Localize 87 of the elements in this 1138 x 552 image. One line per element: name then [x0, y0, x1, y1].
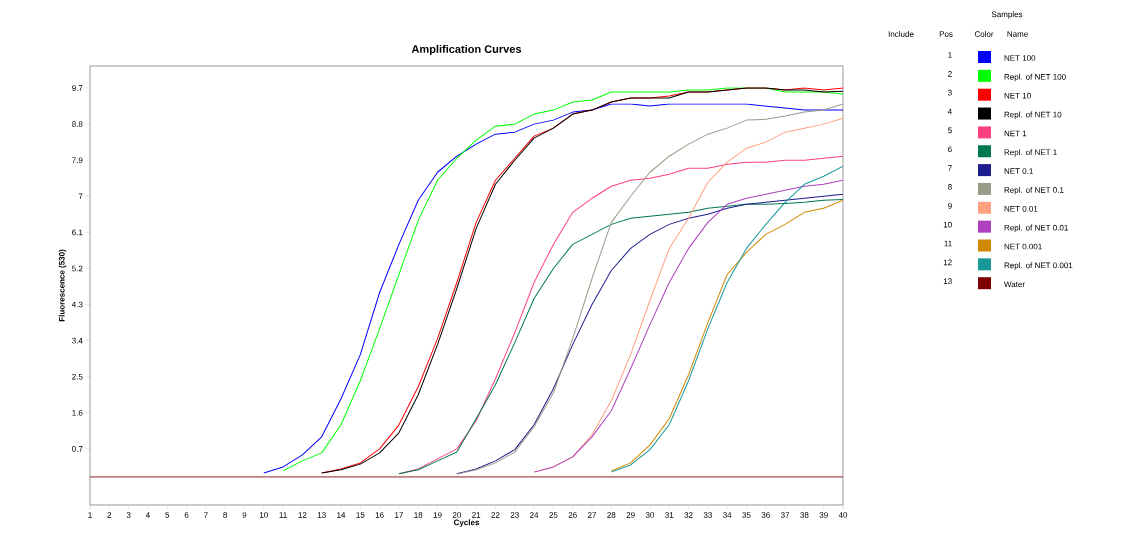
text: 8 — [948, 184, 952, 190]
text: 6 — [948, 146, 952, 153]
x-tick-label: 27 — [587, 512, 597, 518]
legend-label: NET 0.1 — [1004, 168, 1033, 174]
x-tick-label: 25 — [549, 512, 558, 518]
x-tick-label: 19 — [433, 512, 442, 518]
y-tick-label: 2.5 — [72, 373, 83, 380]
text: 13 — [943, 278, 952, 285]
legend-label: NET 100 — [1004, 55, 1036, 61]
x-tick-label: 22 — [491, 512, 500, 518]
y-tick-label: 8.8 — [72, 121, 83, 127]
text: Name — [1007, 31, 1028, 37]
text: 4 — [947, 108, 952, 115]
y-tick-label: 0.7 — [72, 446, 83, 452]
legend-label: Repl. of NET 0.1 — [1004, 186, 1064, 195]
legend-label: Repl. of NET 0.001 — [1004, 262, 1073, 270]
x-tick-label: 29 — [626, 512, 635, 518]
text: 11 — [944, 240, 952, 247]
x-tick-label: 4 — [145, 512, 150, 518]
x-tick-label: 28 — [607, 512, 616, 518]
x-tick-label: 30 — [645, 512, 655, 518]
legend-label: NET 10 — [1004, 92, 1031, 99]
legend-label: Repl. of NET 10 — [1004, 111, 1062, 119]
legend-title: Samples — [991, 11, 1023, 19]
x-tick-label: 33 — [703, 512, 712, 518]
text: 9 — [948, 202, 952, 209]
line-series — [533, 179, 843, 473]
text: 10 — [943, 221, 952, 228]
x-tick-label: 6 — [184, 512, 189, 518]
x-tick-label: 18 — [414, 512, 423, 518]
legend-label: Repl. of NET 1 — [1004, 149, 1057, 157]
y-tick-label: 7 — [78, 193, 83, 200]
x-tick-label: 37 — [780, 512, 790, 518]
x-tick-label: 1 — [88, 512, 92, 518]
legend-label: NET 0.01 — [1004, 205, 1038, 212]
chart-title: Amplification Curves — [411, 44, 522, 56]
legend-label: NET 0.001 — [1004, 243, 1042, 250]
x-tick-label: 21 — [472, 512, 481, 518]
text: 3 — [947, 89, 952, 96]
x-tick-label: 3 — [126, 512, 131, 518]
x-tick-label: 12 — [298, 512, 307, 518]
x-tick-label: 10 — [259, 512, 268, 518]
y-tick-label: 1.6 — [72, 409, 83, 416]
x-tick-label: 9 — [242, 512, 247, 518]
text: 12 — [943, 259, 952, 266]
y-tick-label: 4.3 — [71, 301, 83, 308]
x-tick-label: 2 — [107, 512, 112, 518]
legend-label: Repl. of NET 0.01 — [1004, 224, 1068, 233]
y-tick-label: 6.1 — [72, 229, 83, 236]
text: 1 — [948, 52, 952, 58]
y-tick-label: 5.2 — [72, 265, 83, 272]
y-axis-title: Fluorescence (530) — [58, 249, 67, 322]
y-tick-label: 7.9 — [72, 157, 83, 164]
x-tick-label: 16 — [375, 512, 384, 518]
legend-label: NET 1 — [1004, 130, 1027, 137]
x-tick-label: 11 — [279, 512, 287, 518]
x-tick-label: 23 — [510, 512, 519, 518]
x-tick-label: 24 — [530, 512, 539, 518]
x-tick-label: 14 — [337, 512, 346, 518]
text: Color — [974, 31, 994, 37]
x-tick-label: 40 — [838, 512, 848, 518]
legend-label: Water — [1004, 281, 1025, 288]
x-tick-label: 15 — [356, 512, 365, 518]
x-axis-title: Cycles — [453, 519, 480, 527]
x-tick-label: 20 — [452, 512, 461, 518]
text: 7 — [948, 165, 952, 171]
text: Include — [888, 31, 914, 37]
text: 2 — [948, 71, 952, 77]
x-tick-label: 34 — [723, 512, 732, 518]
y-tick-label: 9.7 — [72, 85, 83, 91]
x-tick-label: 8 — [223, 512, 228, 518]
x-tick-label: 7 — [204, 512, 208, 518]
line-series — [456, 103, 843, 475]
x-tick-label: 5 — [165, 512, 170, 518]
x-tick-label: 26 — [568, 512, 577, 518]
x-tick-label: 39 — [819, 512, 828, 518]
x-tick-label: 17 — [395, 512, 403, 518]
x-tick-label: 35 — [742, 512, 751, 518]
x-tick-label: 13 — [317, 512, 326, 518]
x-tick-label: 38 — [800, 512, 809, 518]
y-tick-label: 3.4 — [72, 337, 83, 344]
x-tick-label: 31 — [665, 512, 674, 518]
x-tick-label: 32 — [684, 512, 693, 518]
text: 5 — [948, 127, 952, 134]
text: Pos — [939, 31, 953, 37]
legend-label: Repl. of NET 100 — [1004, 73, 1066, 82]
x-tick-label: 36 — [761, 512, 770, 518]
